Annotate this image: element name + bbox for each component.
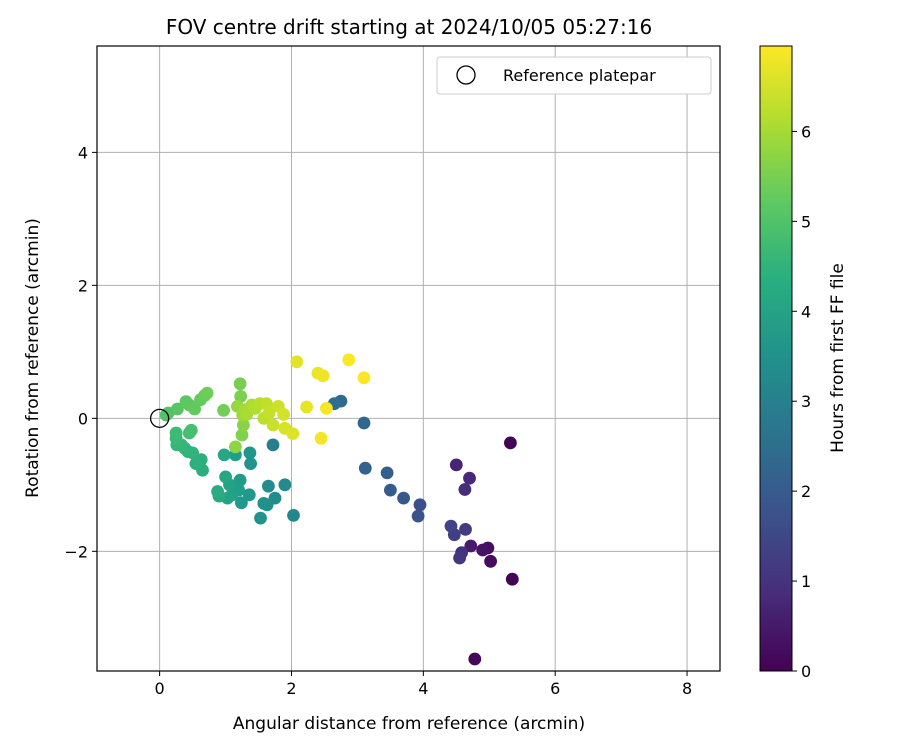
scatter-point [384, 484, 397, 497]
scatter-point [257, 497, 270, 510]
scatter-point [185, 424, 198, 437]
legend-entry-reference: Reference platepar [503, 66, 656, 85]
scatter-point [286, 427, 299, 440]
scatter-point [414, 498, 427, 511]
scatter-point [359, 462, 372, 475]
colorbar-tick-label: 6 [801, 122, 811, 141]
scatter-point [381, 467, 394, 480]
scatter-point [211, 485, 224, 498]
colorbar-tick-label: 3 [801, 392, 811, 411]
scatter-point [315, 432, 328, 445]
scatter-point [504, 437, 517, 450]
scatter-point [468, 653, 481, 666]
scatter-point [450, 459, 463, 472]
colorbar-gradient [760, 46, 792, 671]
scatter-point [459, 523, 472, 536]
x-tick-label: 0 [155, 679, 165, 698]
scatter-point [267, 439, 280, 452]
x-axis-label: Angular distance from reference (arcmin) [233, 714, 585, 734]
scatter-point [317, 369, 330, 382]
colorbar-tick-label: 0 [801, 662, 811, 681]
colorbar-tick-label: 2 [801, 482, 811, 501]
x-tick-label: 6 [550, 679, 560, 698]
scatter-point [445, 520, 458, 533]
scatter-point [217, 404, 230, 417]
scatter-point [342, 353, 355, 366]
scatter-point [463, 472, 476, 485]
scatter-point [218, 449, 231, 462]
scatter-point [267, 419, 280, 432]
colorbar-label: Hours from first FF file [828, 263, 848, 453]
scatter-point [229, 441, 242, 454]
colorbar-tick-label: 5 [801, 212, 811, 231]
scatter-point [453, 552, 466, 565]
scatter-point [170, 427, 183, 440]
chart-title: FOV centre drift starting at 2024/10/05 … [166, 15, 652, 39]
scatter-point [234, 377, 247, 390]
y-axis-label: Rotation from reference (arcmin) [23, 218, 43, 498]
y-tick-label: 0 [78, 409, 88, 428]
scatter-point [320, 402, 333, 415]
scatter-point [219, 471, 232, 484]
y-tick-label: 2 [78, 276, 88, 295]
x-tick-label: 8 [682, 679, 692, 698]
colorbar-tick-label: 1 [801, 572, 811, 591]
legend: Reference platepar [437, 57, 711, 94]
scatter-point [201, 387, 214, 400]
scatter-point [262, 480, 275, 493]
scatter-point [290, 355, 303, 368]
y-tick-label: −2 [64, 542, 88, 561]
scatter-point [287, 509, 300, 522]
scatter-point [459, 483, 472, 496]
scatter-point [358, 371, 371, 384]
scatter-point [397, 492, 410, 505]
y-tick-label: 4 [78, 143, 88, 162]
scatter-point [484, 555, 497, 568]
scatter-point [476, 544, 489, 557]
x-tick-label: 4 [418, 679, 428, 698]
scatter-point [412, 510, 425, 523]
scatter-point [244, 447, 257, 460]
x-tick-label: 2 [286, 679, 296, 698]
scatter-point [254, 512, 267, 525]
scatter-point [277, 408, 290, 421]
scatter-point [506, 573, 519, 586]
chart-figure: FOV centre drift starting at 2024/10/05 … [0, 0, 900, 750]
scatter-point [358, 417, 371, 430]
scatter-point [300, 401, 313, 414]
colorbar-tick-label: 4 [801, 302, 811, 321]
scatter-point [279, 478, 292, 491]
